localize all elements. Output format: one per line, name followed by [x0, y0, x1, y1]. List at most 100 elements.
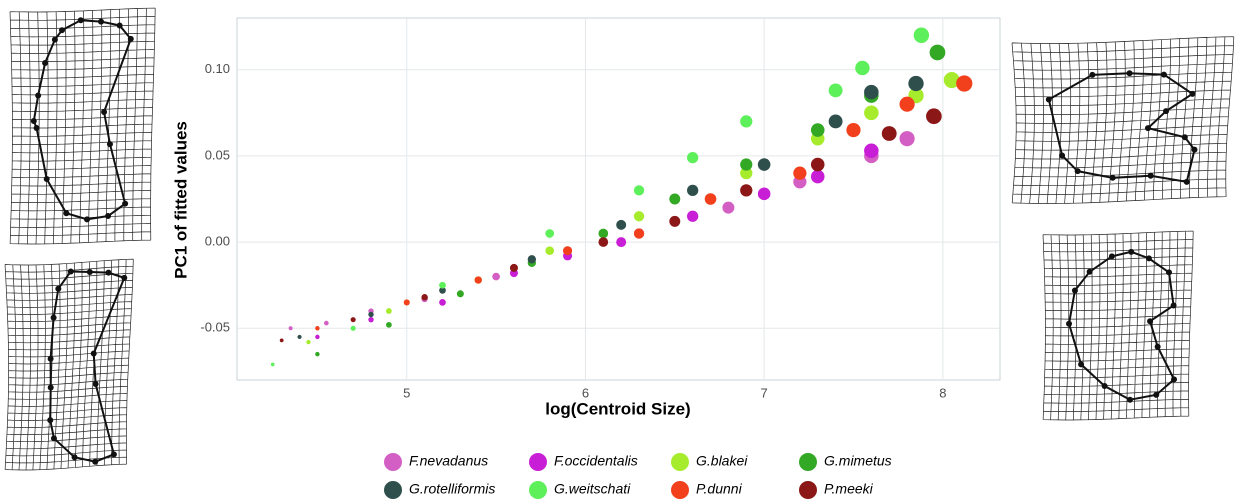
y-tick-label: 0.05: [205, 147, 230, 162]
point: [315, 351, 320, 357]
point: [687, 210, 699, 222]
landmark: [1074, 168, 1081, 175]
landmark: [1166, 269, 1173, 276]
deformation-grids: [4, 7, 1235, 471]
point: [926, 108, 942, 125]
landmark: [1153, 391, 1160, 398]
landmark: [51, 36, 58, 43]
point: [527, 255, 537, 264]
landmark: [77, 17, 84, 24]
landmark: [1191, 146, 1198, 153]
point: [793, 166, 807, 180]
landmark: [1170, 302, 1177, 309]
landmark: [101, 108, 108, 115]
landmark: [1089, 71, 1096, 78]
legend-label: G.blakei: [696, 453, 748, 469]
point: [855, 60, 870, 76]
point: [545, 246, 555, 256]
landmark: [92, 458, 99, 465]
legend-label: G.mimetus: [824, 453, 892, 469]
point: [908, 75, 924, 92]
point: [279, 338, 284, 343]
landmark: [92, 380, 99, 387]
point: [439, 286, 446, 294]
point: [616, 237, 627, 248]
landmark: [86, 269, 93, 276]
landmark: [42, 59, 49, 66]
point: [386, 321, 392, 328]
point: [864, 105, 879, 121]
legend-label: F.occidentalis: [554, 453, 638, 469]
landmark: [122, 200, 129, 207]
point: [828, 83, 843, 98]
point: [297, 334, 302, 339]
legend-label: F.nevadanus: [409, 453, 488, 469]
landmark: [1154, 343, 1161, 350]
y-tick-label: -0.05: [200, 320, 230, 335]
point: [929, 44, 946, 61]
point: [757, 158, 771, 171]
point: [899, 96, 915, 112]
point: [846, 122, 861, 138]
landmark: [127, 35, 134, 42]
point: [687, 184, 699, 197]
point: [403, 299, 410, 306]
landmark: [33, 124, 40, 131]
landmark: [1108, 253, 1115, 260]
point: [598, 228, 609, 239]
landmark: [67, 268, 74, 275]
point: [810, 157, 825, 172]
point: [740, 167, 753, 180]
landmark: [30, 118, 37, 125]
y-tick-label: 0.10: [205, 61, 230, 76]
point: [350, 325, 356, 331]
point: [810, 169, 825, 184]
landmark: [1181, 134, 1188, 141]
point: [545, 229, 555, 238]
point: [439, 299, 446, 306]
plot-panel: [236, 17, 1001, 381]
landmark: [1078, 361, 1085, 368]
x-tick-label: 5: [403, 385, 410, 400]
point: [350, 317, 356, 323]
landmark: [1071, 287, 1078, 294]
point: [324, 320, 329, 326]
landmark: [43, 175, 50, 182]
landmark: [1163, 108, 1170, 115]
landmark: [1183, 178, 1190, 185]
point: [669, 193, 681, 205]
point: [563, 246, 573, 256]
legend-swatch: [799, 481, 817, 499]
landmark: [1147, 172, 1154, 179]
landmark: [116, 22, 123, 29]
landmark: [1145, 255, 1152, 262]
landmark: [1066, 320, 1073, 327]
landmark: [47, 417, 54, 424]
landmark: [1109, 174, 1116, 181]
deformation-grid: [1011, 36, 1235, 204]
point: [368, 316, 374, 323]
legend-swatch: [671, 481, 689, 499]
point: [633, 211, 645, 222]
point: [757, 187, 771, 201]
landmark: [1147, 318, 1154, 325]
deformation-grid: [1042, 230, 1194, 421]
landmark: [1126, 396, 1133, 403]
landmark: [1045, 96, 1052, 103]
x-axis-title: log(Centroid Size): [545, 399, 690, 418]
point: [633, 185, 645, 196]
point: [740, 184, 753, 197]
point: [913, 27, 930, 43]
landmark: [121, 274, 128, 281]
landmark: [1086, 268, 1093, 275]
point: [864, 143, 879, 159]
landmark: [47, 355, 54, 362]
point: [288, 326, 293, 331]
legend-swatch: [671, 453, 689, 471]
point: [616, 219, 627, 230]
legend-swatch: [384, 453, 402, 471]
legend-swatch: [529, 481, 547, 499]
point: [368, 311, 374, 318]
x-tick-label: 7: [761, 385, 768, 400]
